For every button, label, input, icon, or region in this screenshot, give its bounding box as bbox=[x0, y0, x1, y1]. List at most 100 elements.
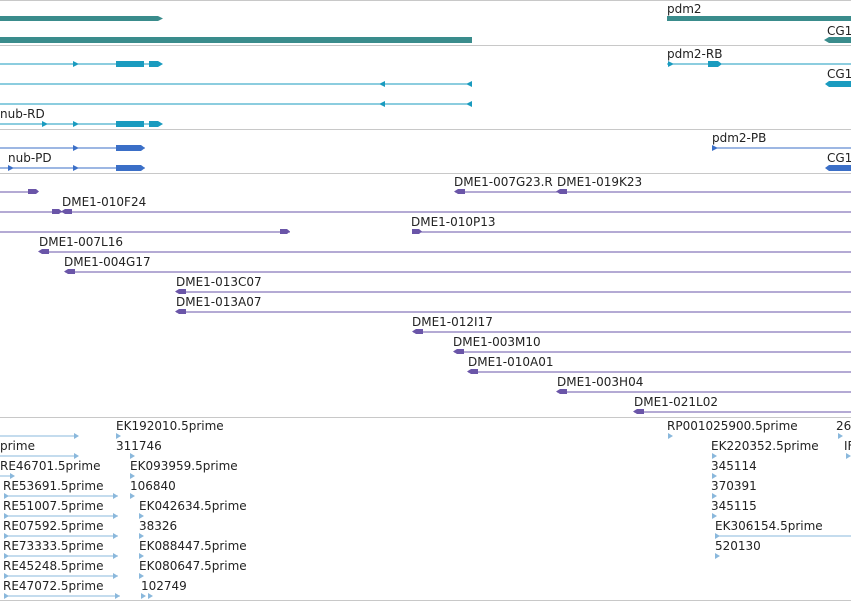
est-arrow[interactable] bbox=[668, 433, 673, 439]
est-label: RE07592.5prime bbox=[3, 519, 104, 533]
est-label: EK306154.5prime bbox=[715, 519, 823, 533]
clone-end-arrow bbox=[454, 189, 458, 194]
clone-end bbox=[416, 329, 423, 334]
clone-end bbox=[28, 189, 36, 194]
exon-marker bbox=[141, 145, 145, 151]
clone-end-arrow bbox=[175, 289, 179, 294]
est-arrow[interactable] bbox=[130, 473, 135, 479]
clone-label: DME1-019K23 bbox=[557, 175, 643, 189]
est-label: RE53691.5prime bbox=[3, 479, 104, 493]
exon-block-cg1[interactable] bbox=[829, 165, 851, 171]
exon-block bbox=[116, 121, 144, 127]
exon-marker bbox=[825, 81, 829, 87]
gene-bar-cg1[interactable] bbox=[829, 37, 851, 43]
clone-end bbox=[471, 369, 478, 374]
est-arrow[interactable] bbox=[139, 553, 144, 559]
clone-end bbox=[457, 349, 464, 354]
est-label: EK093959.5prime bbox=[130, 459, 238, 473]
clone-end bbox=[560, 189, 567, 194]
exon-block bbox=[708, 61, 718, 67]
clone-end-arrow bbox=[467, 369, 471, 374]
exon-marker bbox=[825, 165, 829, 171]
clone-end bbox=[458, 189, 465, 194]
clone-label: DME1-013A07 bbox=[176, 295, 262, 309]
track-separator bbox=[0, 45, 851, 46]
est-label: EK088447.5prime bbox=[139, 539, 247, 553]
gene-bar[interactable] bbox=[0, 16, 158, 21]
exon-block bbox=[149, 61, 158, 67]
clone-end bbox=[637, 409, 644, 414]
est-arrow bbox=[10, 473, 15, 479]
clone-end bbox=[68, 269, 75, 274]
est-arrow[interactable] bbox=[712, 513, 717, 519]
est-label: EK042634.5prime bbox=[139, 499, 247, 513]
clone-label: DME1-003M10 bbox=[453, 335, 541, 349]
clone-label: DME1-010F24 bbox=[62, 195, 147, 209]
est-label: 345114 bbox=[711, 459, 757, 473]
est-arrow[interactable] bbox=[139, 533, 144, 539]
clone-end-arrow bbox=[633, 409, 637, 414]
gene-bar-arrow bbox=[158, 16, 163, 21]
est-label: 38326 bbox=[139, 519, 178, 533]
exon-block bbox=[149, 121, 158, 127]
exon-block bbox=[116, 61, 144, 67]
exon-marker bbox=[379, 81, 385, 87]
exon-marker bbox=[42, 121, 48, 127]
est-label: 26 bbox=[836, 419, 851, 433]
est-arrow[interactable] bbox=[130, 453, 135, 459]
gene-bar[interactable] bbox=[0, 37, 472, 43]
est-arrow bbox=[4, 493, 9, 499]
gene-bar-cg1-arrow bbox=[824, 37, 829, 43]
est-arrow[interactable] bbox=[130, 493, 135, 499]
exon-marker bbox=[8, 165, 14, 171]
est-arrow[interactable] bbox=[846, 453, 851, 459]
est-label: 102749 bbox=[141, 579, 187, 593]
gene-bar-pdm2[interactable] bbox=[667, 16, 851, 21]
est-arrow[interactable] bbox=[712, 453, 717, 459]
gene-label: CG1 bbox=[827, 24, 851, 38]
est-arrow bbox=[74, 433, 79, 439]
exon-marker bbox=[158, 121, 163, 127]
clone-track bbox=[0, 189, 851, 414]
exon-marker bbox=[73, 145, 79, 151]
est-label: EK220352.5prime bbox=[711, 439, 819, 453]
est-track bbox=[0, 433, 851, 599]
exon-marker bbox=[712, 145, 718, 151]
clone-end bbox=[280, 229, 287, 234]
est-arrow[interactable] bbox=[141, 593, 146, 599]
exon-marker bbox=[718, 61, 722, 67]
clone-label: DME1-007G23.R bbox=[454, 175, 553, 189]
clone-end-arrow bbox=[64, 269, 68, 274]
transcript-label: nub-PD bbox=[8, 151, 52, 165]
est-arrow[interactable] bbox=[116, 433, 121, 439]
transcript-label: CG1 bbox=[827, 151, 851, 165]
clone-end-arrow bbox=[453, 349, 457, 354]
est-arrow[interactable] bbox=[715, 553, 720, 559]
exon-block bbox=[116, 145, 141, 151]
gene-label: pdm2 bbox=[667, 2, 702, 16]
est-arrow[interactable] bbox=[838, 433, 843, 439]
exon-marker bbox=[158, 61, 163, 67]
est-label: prime bbox=[0, 439, 35, 453]
est-arrow bbox=[4, 553, 9, 559]
est-label: RE51007.5prime bbox=[3, 499, 104, 513]
transcript-label: CG1 bbox=[827, 67, 851, 81]
est-arrow bbox=[113, 533, 118, 539]
clone-label: DME1-010P13 bbox=[411, 215, 496, 229]
est-arrow[interactable] bbox=[148, 593, 153, 599]
est-arrow[interactable] bbox=[712, 493, 717, 499]
clone-label: DME1-003H04 bbox=[557, 375, 644, 389]
exon-marker bbox=[379, 101, 385, 107]
est-label: IF bbox=[844, 439, 851, 453]
transcript-track bbox=[0, 61, 851, 127]
est-arrow[interactable] bbox=[139, 513, 144, 519]
est-arrow[interactable] bbox=[139, 573, 144, 579]
est-arrow bbox=[4, 573, 9, 579]
exon-marker bbox=[73, 165, 79, 171]
est-arrow[interactable] bbox=[712, 473, 717, 479]
exon-marker bbox=[466, 101, 472, 107]
est-arrow bbox=[4, 513, 9, 519]
exon-block-cg1[interactable] bbox=[829, 81, 851, 87]
clone-end-arrow bbox=[556, 389, 560, 394]
